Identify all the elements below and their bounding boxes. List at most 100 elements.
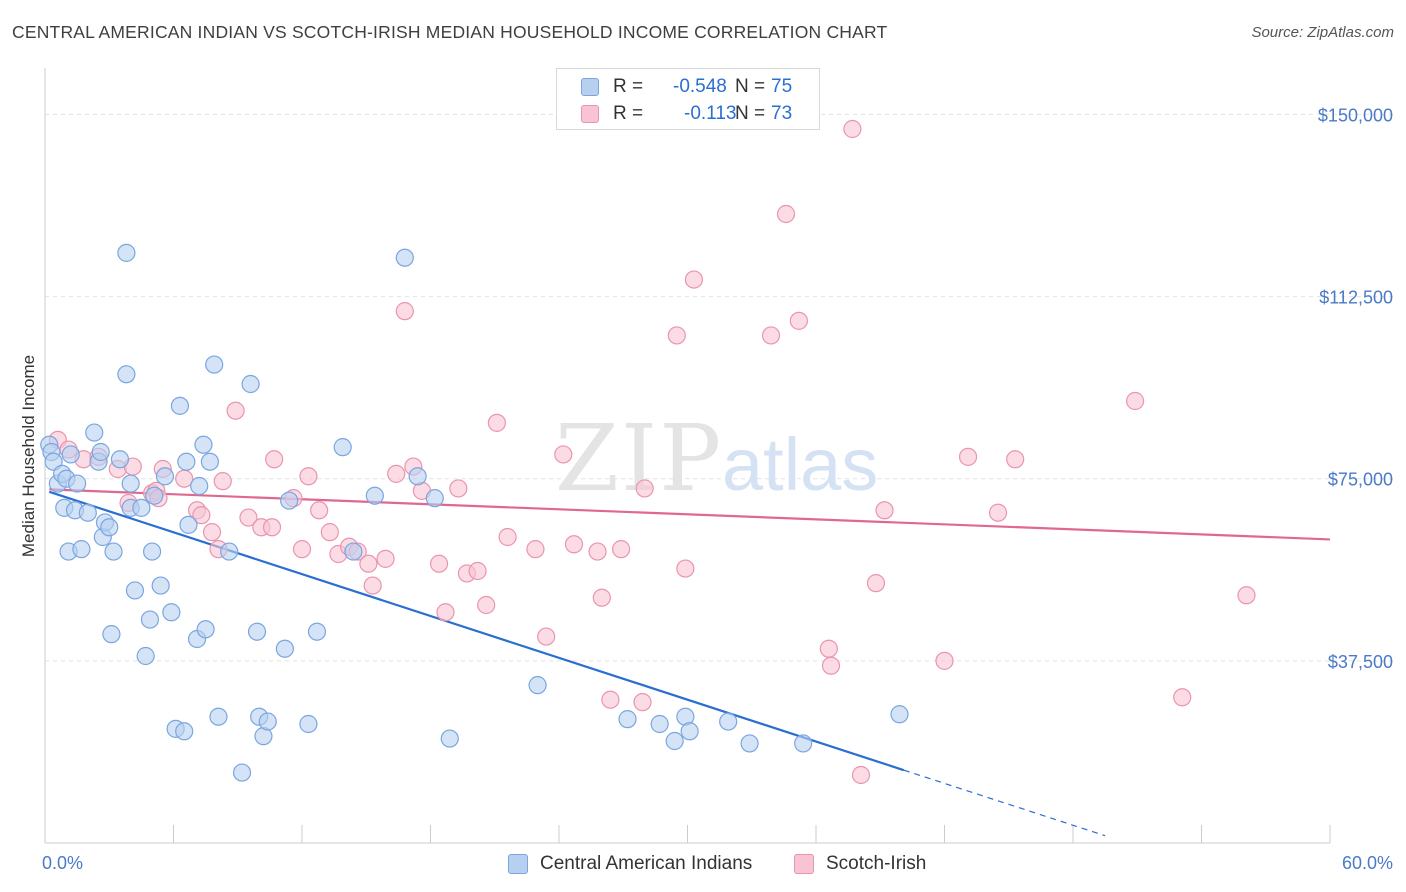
data-point bbox=[449, 479, 468, 498]
data-point bbox=[265, 450, 284, 469]
data-point bbox=[258, 712, 277, 731]
legend-swatch-blue bbox=[581, 78, 599, 96]
legend-r-label: R = bbox=[613, 103, 644, 124]
data-point bbox=[761, 326, 781, 345]
data-point bbox=[232, 763, 252, 782]
data-point bbox=[819, 639, 838, 658]
data-point bbox=[320, 523, 339, 542]
data-point bbox=[468, 561, 487, 581]
data-point bbox=[220, 542, 239, 561]
data-point bbox=[262, 518, 282, 537]
x-tick-label-max: 60.0% bbox=[1342, 853, 1393, 873]
data-point bbox=[592, 588, 611, 607]
data-point bbox=[740, 734, 759, 753]
data-point bbox=[1237, 586, 1256, 605]
correlation-legend: R = -0.548 N = 75 R = -0.113 N = 73 bbox=[556, 68, 820, 130]
data-point bbox=[618, 710, 637, 729]
legend-n-value: 75 bbox=[771, 76, 793, 97]
data-point bbox=[299, 714, 318, 734]
watermark-atlas: atlas bbox=[722, 423, 878, 506]
data-point bbox=[209, 707, 228, 726]
data-point bbox=[72, 540, 91, 559]
series-swatch-pink bbox=[794, 854, 814, 874]
data-point bbox=[136, 646, 155, 666]
data-point bbox=[68, 474, 87, 493]
y-tick-label: $75,000 bbox=[1328, 470, 1393, 490]
series-legend-scotch-irish: Scotch-Irish bbox=[794, 852, 954, 876]
data-point bbox=[239, 508, 258, 527]
y-axis-label: Median Household Income bbox=[19, 355, 38, 557]
data-point bbox=[665, 731, 684, 751]
data-point bbox=[179, 515, 198, 534]
data-point bbox=[78, 503, 97, 522]
data-point bbox=[477, 595, 496, 615]
data-point bbox=[121, 474, 140, 493]
series-swatch-blue bbox=[508, 854, 528, 874]
data-point bbox=[91, 442, 110, 462]
data-point bbox=[387, 464, 406, 483]
data-point bbox=[684, 270, 704, 289]
data-point bbox=[1173, 688, 1192, 707]
data-point bbox=[789, 311, 808, 330]
watermark: ZIP atlas bbox=[555, 405, 878, 512]
data-point bbox=[61, 445, 80, 464]
data-point bbox=[170, 396, 190, 415]
data-point bbox=[359, 554, 378, 573]
x-tick-label-min: 0.0% bbox=[42, 853, 83, 873]
data-point bbox=[526, 540, 545, 559]
data-point bbox=[635, 479, 654, 498]
data-point bbox=[487, 413, 506, 432]
trend-lines bbox=[48, 488, 1331, 837]
data-point bbox=[140, 610, 160, 629]
data-point bbox=[612, 540, 631, 559]
data-point bbox=[190, 476, 209, 496]
data-point bbox=[145, 486, 164, 505]
data-point bbox=[125, 581, 145, 600]
data-point bbox=[564, 535, 584, 554]
data-point bbox=[155, 467, 175, 486]
data-point bbox=[680, 722, 699, 741]
data-point bbox=[554, 445, 573, 464]
data-point bbox=[280, 491, 299, 510]
data-point bbox=[890, 705, 909, 724]
data-point bbox=[429, 554, 449, 573]
data-point bbox=[650, 714, 669, 734]
data-point bbox=[588, 542, 607, 561]
chart-title: CENTRAL AMERICAN INDIAN VS SCOTCH-IRISH … bbox=[12, 22, 888, 42]
data-point bbox=[440, 729, 459, 748]
legend-r-label: R = bbox=[613, 76, 644, 97]
tick-labels: $37,500 $75,000 $112,500 $150,000 0.0% 60.0% bbox=[42, 105, 1393, 873]
data-point bbox=[110, 450, 130, 469]
data-point bbox=[408, 467, 427, 486]
data-point bbox=[1126, 391, 1145, 411]
data-point bbox=[192, 506, 211, 525]
data-point bbox=[776, 204, 796, 224]
data-point bbox=[667, 326, 686, 345]
legend-n-label: N = bbox=[735, 76, 766, 97]
data-point bbox=[132, 498, 151, 517]
data-point bbox=[633, 693, 652, 712]
watermark-zip: ZIP bbox=[555, 405, 723, 512]
data-point bbox=[275, 639, 294, 658]
data-point bbox=[344, 542, 363, 561]
data-point bbox=[365, 486, 384, 505]
data-point bbox=[142, 542, 162, 561]
data-point bbox=[299, 467, 318, 486]
data-point bbox=[117, 365, 136, 384]
data-point bbox=[875, 501, 894, 520]
legend-n-value: 73 bbox=[771, 103, 793, 124]
legend-r-value: -0.113 bbox=[684, 103, 737, 124]
data-point bbox=[866, 574, 886, 593]
data-point bbox=[205, 355, 224, 374]
trend-line bbox=[48, 490, 905, 772]
data-point bbox=[363, 576, 382, 595]
data-point bbox=[202, 523, 222, 542]
data-point bbox=[498, 527, 517, 547]
data-point bbox=[601, 690, 620, 709]
y-tick-label: $37,500 bbox=[1328, 652, 1393, 672]
data-point bbox=[175, 469, 194, 488]
data-point bbox=[194, 435, 213, 454]
data-point bbox=[988, 503, 1008, 522]
data-point bbox=[395, 248, 414, 267]
